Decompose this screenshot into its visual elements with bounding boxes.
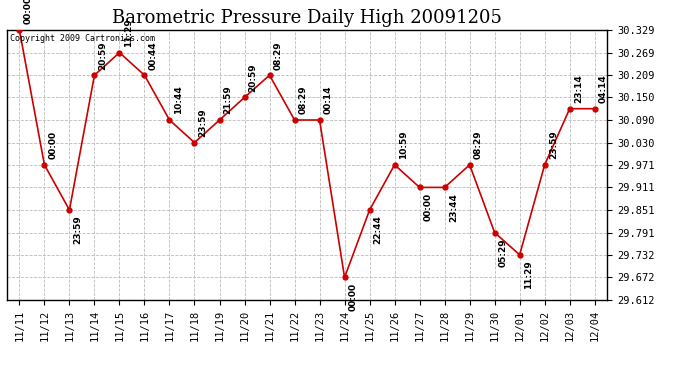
Text: 00:00: 00:00: [348, 283, 357, 311]
Text: 08:29: 08:29: [299, 86, 308, 114]
Text: 11:29: 11:29: [124, 18, 132, 47]
Text: 04:14: 04:14: [599, 74, 608, 103]
Text: 08:29: 08:29: [474, 130, 483, 159]
Text: Copyright 2009 Cartronics.com: Copyright 2009 Cartronics.com: [10, 34, 155, 43]
Text: 23:14: 23:14: [574, 74, 583, 103]
Text: 23:59: 23:59: [199, 108, 208, 137]
Text: 23:59: 23:59: [74, 216, 83, 244]
Text: 00:14: 00:14: [324, 86, 333, 114]
Text: 20:59: 20:59: [99, 41, 108, 70]
Text: 00:00: 00:00: [424, 193, 433, 221]
Text: 22:44: 22:44: [374, 216, 383, 244]
Text: 23:59: 23:59: [549, 130, 558, 159]
Text: 08:29: 08:29: [274, 41, 283, 70]
Text: 10:44: 10:44: [174, 86, 183, 114]
Text: 00:44: 00:44: [148, 41, 157, 70]
Title: Barometric Pressure Daily High 20091205: Barometric Pressure Daily High 20091205: [112, 9, 502, 27]
Text: 11:29: 11:29: [524, 260, 533, 289]
Text: 21:59: 21:59: [224, 86, 233, 114]
Text: 20:59: 20:59: [248, 63, 257, 92]
Text: 00:00: 00:00: [23, 0, 32, 24]
Text: 05:29: 05:29: [499, 238, 508, 267]
Text: 00:00: 00:00: [48, 131, 57, 159]
Text: 23:44: 23:44: [448, 193, 457, 222]
Text: 10:59: 10:59: [399, 130, 408, 159]
